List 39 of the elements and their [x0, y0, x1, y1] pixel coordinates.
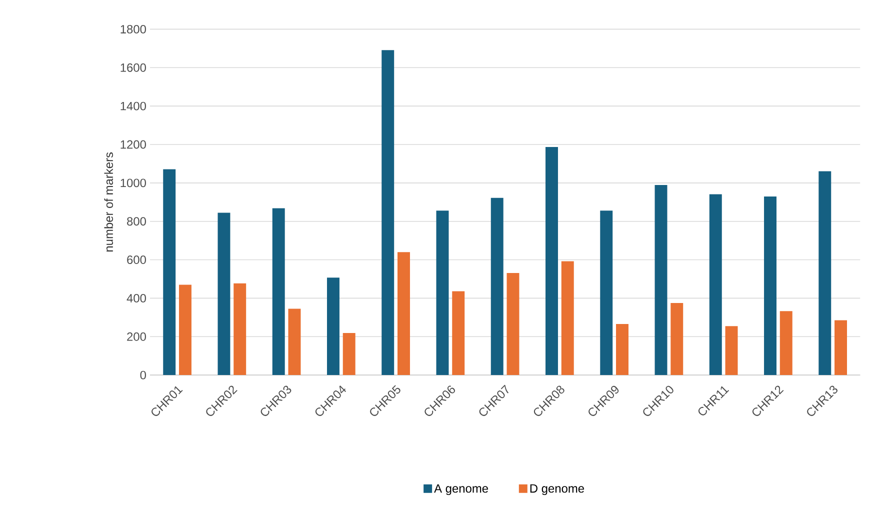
bar: [670, 302, 684, 376]
bar: [436, 210, 449, 376]
bar: [326, 278, 340, 376]
bar: [218, 212, 230, 376]
y-tick-label: 1800: [120, 24, 146, 34]
bar: [764, 196, 776, 376]
bar: [452, 291, 465, 376]
legend-label: D genome: [530, 484, 584, 496]
bar: [780, 311, 792, 376]
bar: [616, 324, 628, 376]
y-tick-label: 1600: [120, 63, 146, 72]
y-tick-label: 0: [140, 370, 146, 380]
bar: [600, 210, 613, 376]
bar: [382, 50, 394, 376]
y-tick-label: 800: [127, 217, 146, 226]
y-tick-label: 1000: [120, 178, 146, 188]
y-tick-label: 1400: [120, 102, 146, 110]
bar: [818, 171, 832, 376]
y-tick-label: 400: [126, 294, 146, 302]
bar: [709, 194, 722, 376]
legend-label: A genome: [434, 484, 488, 496]
bar: [546, 146, 558, 376]
bar: [398, 252, 410, 376]
bar: [506, 272, 520, 376]
bar: [654, 184, 668, 376]
y-tick-label: 600: [127, 256, 146, 264]
bar: [490, 198, 504, 376]
bar: [288, 308, 301, 376]
bar: [234, 283, 246, 376]
bar: [163, 169, 176, 376]
bar: [342, 332, 356, 376]
y-tick-label: 200: [127, 332, 146, 341]
y-tick-label: 1200: [120, 140, 146, 149]
bar: [561, 261, 574, 376]
y-axis-title: number of markers: [104, 152, 114, 252]
bar: [834, 320, 847, 376]
bar: [725, 326, 738, 376]
bar: [178, 284, 192, 376]
bar: [272, 208, 285, 376]
